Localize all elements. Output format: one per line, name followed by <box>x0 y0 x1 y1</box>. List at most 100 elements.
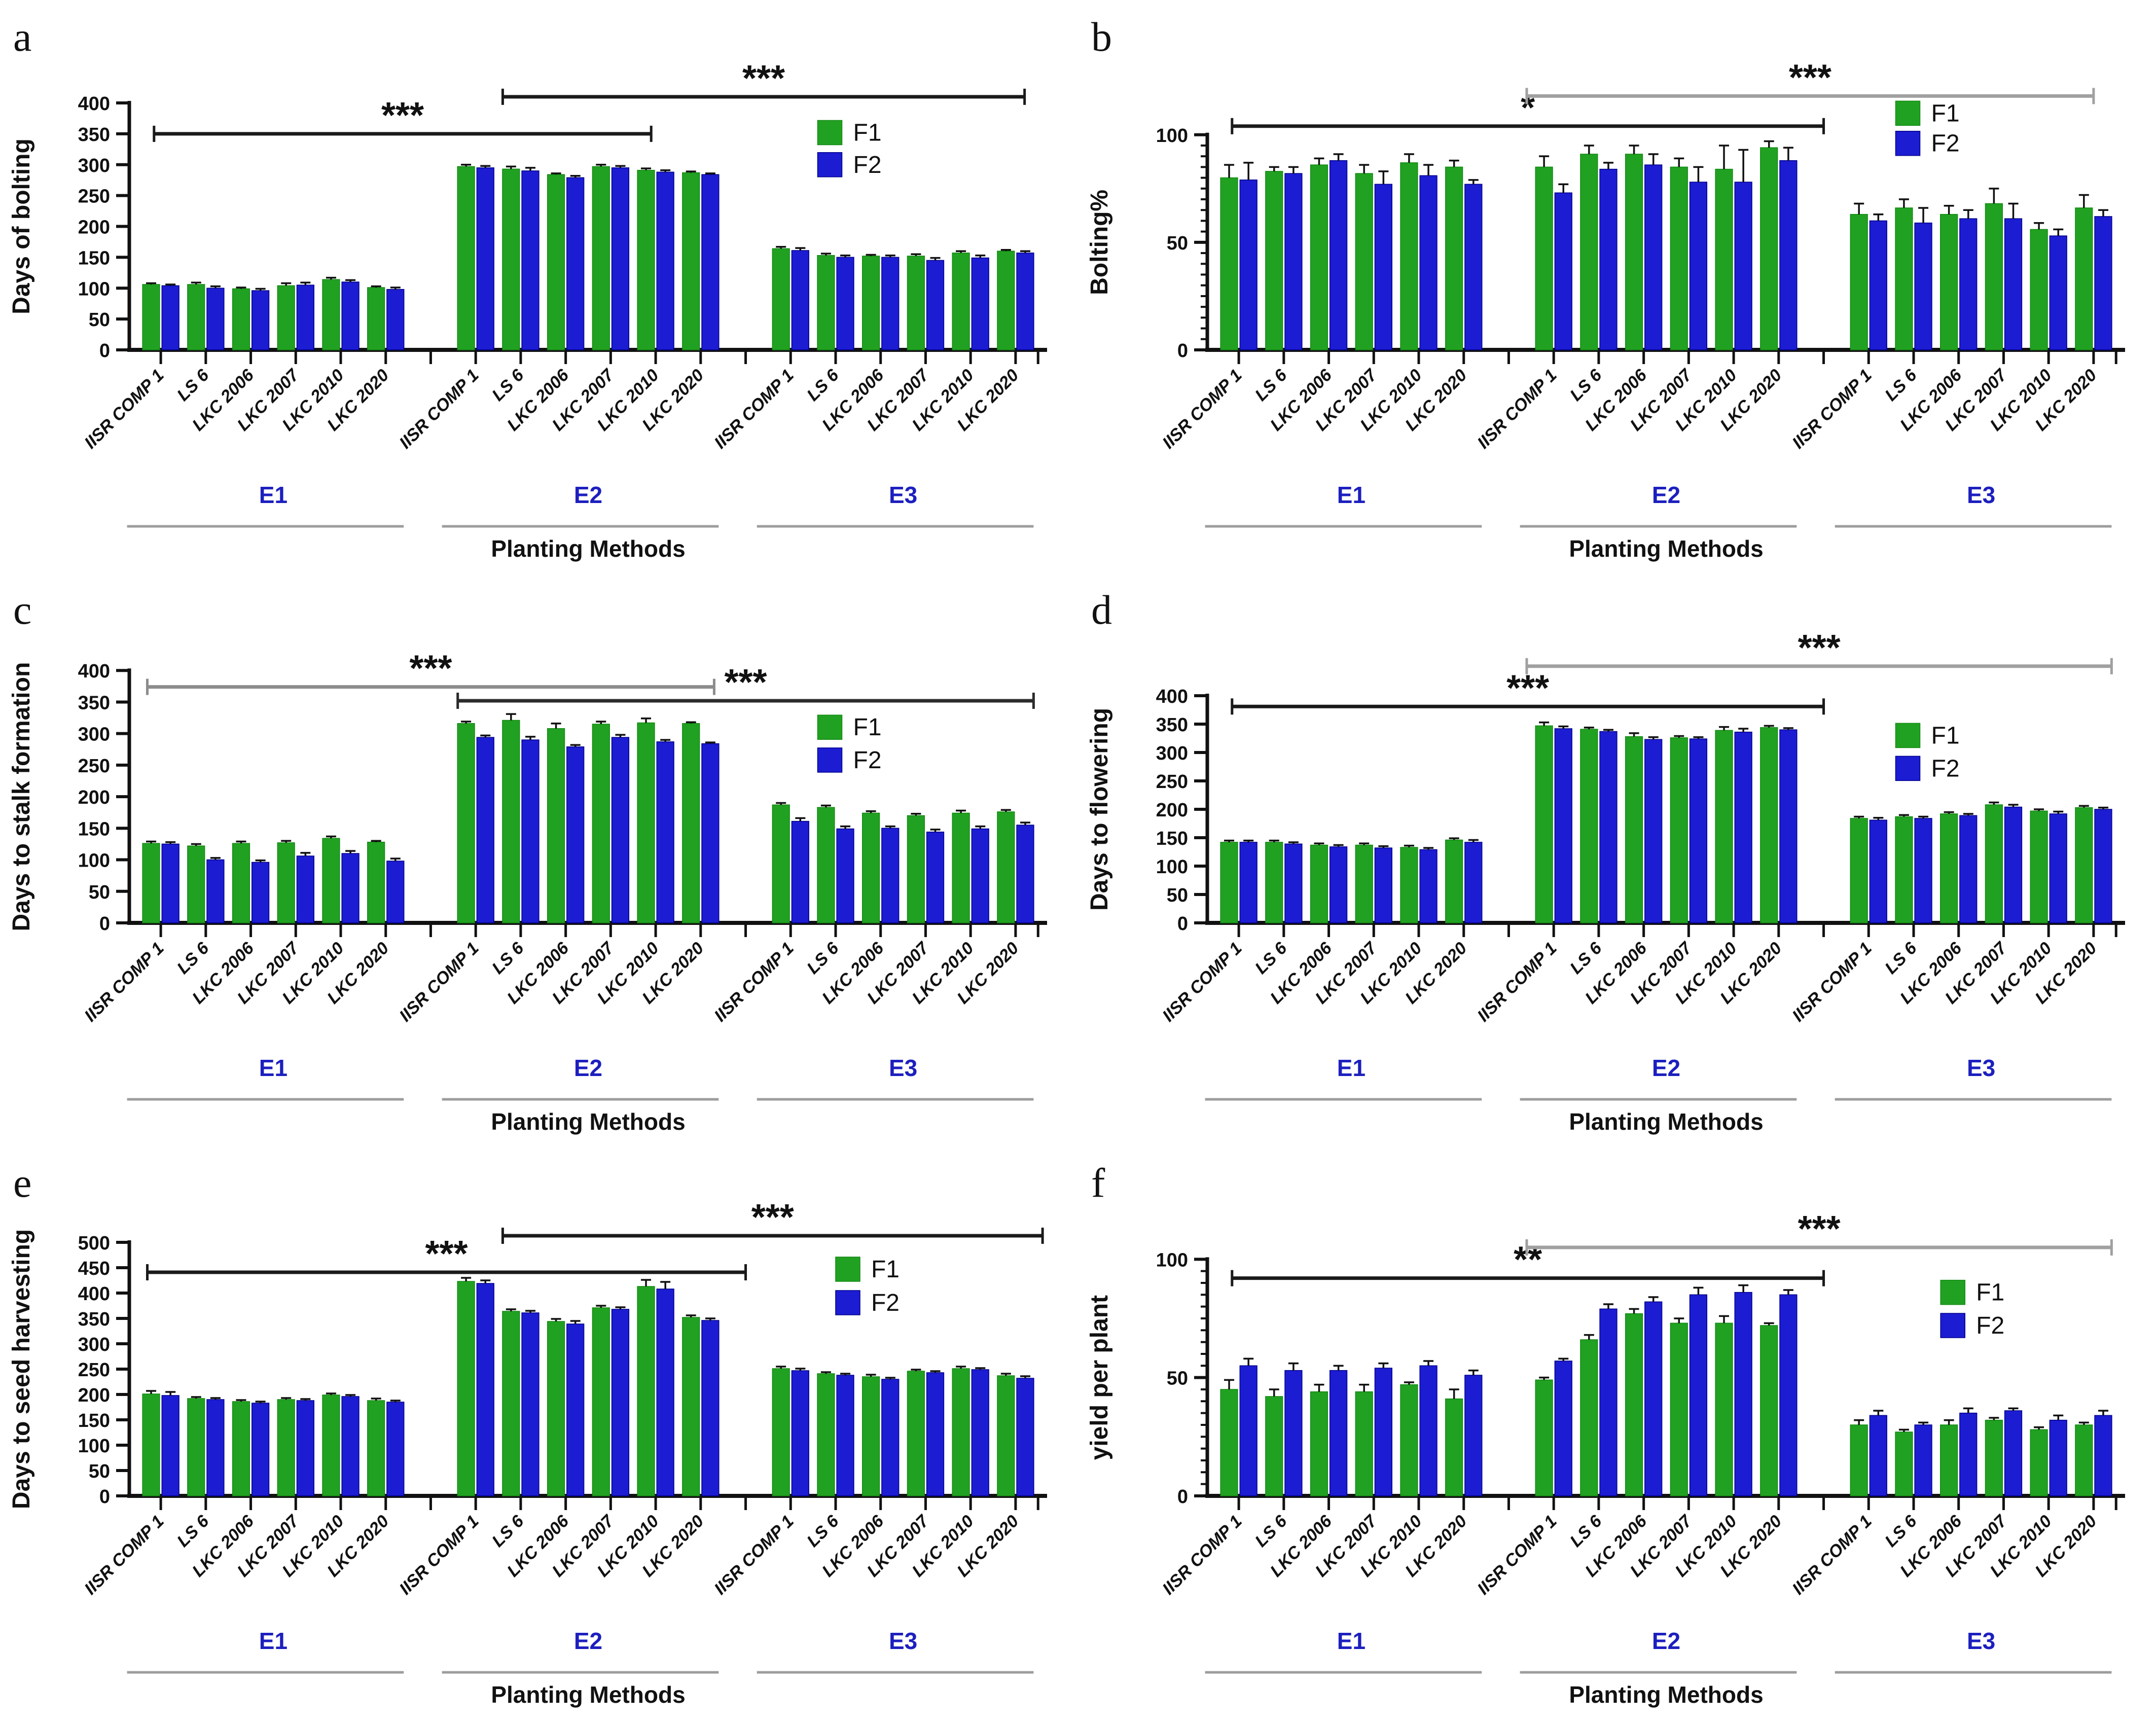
bar-f1 <box>142 284 160 350</box>
bar-f1 <box>187 1398 205 1496</box>
bar-f1 <box>277 285 295 350</box>
bar-f2 <box>1959 815 1978 923</box>
group-label: E1 <box>1337 1055 1366 1081</box>
y-tick-label: 250 <box>1156 771 1188 793</box>
bar-f1 <box>1715 168 1733 350</box>
category-label: LS 6 <box>488 365 528 405</box>
bar-f1 <box>997 811 1015 923</box>
bar-f2 <box>656 741 674 923</box>
category-label: LS 6 <box>803 938 843 978</box>
legend-label-f2: F2 <box>853 747 882 774</box>
legend-swatch-f2 <box>1895 130 1921 156</box>
category-label: LS 6 <box>173 938 213 978</box>
significance-stars: *** <box>1506 668 1549 708</box>
y-tick-label: 0 <box>1177 913 1188 935</box>
bar-f1 <box>862 812 880 923</box>
bar-f1 <box>367 1400 385 1496</box>
bar-f1 <box>1850 818 1868 923</box>
bar-f1 <box>1940 213 1958 350</box>
legend-swatch-f1 <box>835 1257 860 1282</box>
bar-f1 <box>1625 1313 1643 1496</box>
bar-f1 <box>952 812 970 923</box>
bar-f1 <box>907 256 925 350</box>
bar-f1 <box>142 1393 160 1496</box>
bar-f1 <box>2075 1424 2093 1496</box>
significance-stars: *** <box>1798 1209 1841 1249</box>
bar-f2 <box>1959 1412 1978 1496</box>
bar-f2 <box>1239 842 1257 923</box>
group-label: E3 <box>889 1628 917 1654</box>
y-tick-label: 400 <box>78 661 110 682</box>
bar-f2 <box>1689 182 1708 350</box>
bar-f2 <box>701 174 720 350</box>
bar-f2 <box>1329 1370 1348 1496</box>
legend-label-f1: F1 <box>1931 100 1960 127</box>
bar-f1 <box>592 1307 610 1496</box>
bar-f2 <box>386 289 405 350</box>
y-tick-label: 100 <box>1156 1249 1188 1271</box>
bar-f1 <box>907 815 925 923</box>
bar-f2 <box>1644 1301 1663 1496</box>
bar-f2 <box>1779 160 1798 350</box>
bar-f1 <box>1715 730 1733 923</box>
bar-f1 <box>997 1375 1015 1496</box>
category-label: LS 6 <box>173 1511 213 1551</box>
bar-f1 <box>1355 173 1373 350</box>
y-tick-label: 250 <box>78 756 110 777</box>
bar-f1 <box>2030 229 2048 350</box>
y-tick-label: 100 <box>78 278 110 300</box>
bar-f2 <box>206 288 225 350</box>
bar-f2 <box>881 828 900 923</box>
legend-swatch-f2 <box>1940 1313 1965 1338</box>
bar-f2 <box>926 1372 945 1496</box>
y-tick-label: 400 <box>78 93 110 115</box>
category-label: LS 6 <box>1881 1511 1921 1551</box>
category-label: LS 6 <box>1566 365 1606 405</box>
legend-swatch-f1 <box>817 120 843 146</box>
bar-f1 <box>502 720 520 923</box>
bar-f1 <box>457 723 475 923</box>
legend-swatch-f2 <box>817 152 843 177</box>
bar-f1 <box>1895 816 1913 923</box>
y-tick-label: 250 <box>78 1359 110 1381</box>
bar-f1 <box>187 284 205 350</box>
bar-f1 <box>322 279 340 350</box>
bar-f2 <box>881 257 900 350</box>
bar-f2 <box>611 1309 630 1496</box>
legend-swatch-f2 <box>1895 756 1921 781</box>
bar-f1 <box>1580 1339 1598 1496</box>
bar-f1 <box>682 1317 700 1496</box>
bar-f1 <box>637 1286 655 1496</box>
bar-f1 <box>817 255 835 350</box>
bar-f1 <box>502 168 520 350</box>
group-label: E1 <box>259 482 288 508</box>
bar-f1 <box>1310 164 1328 350</box>
bar-f2 <box>971 828 989 923</box>
bar-f2 <box>836 257 854 350</box>
bar-f2 <box>566 746 585 923</box>
group-label: E2 <box>1652 482 1680 508</box>
bar-f1 <box>1265 1396 1283 1496</box>
bar-f2 <box>1374 1368 1392 1496</box>
y-tick-label: 200 <box>78 217 110 238</box>
category-label: LS 6 <box>1251 938 1291 978</box>
bar-f1 <box>592 166 610 350</box>
category-label: IISR COMP 1 <box>1788 366 1876 453</box>
bar-f2 <box>1554 1360 1572 1496</box>
legend-swatch-f2 <box>835 1290 860 1315</box>
category-label: IISR COMP 1 <box>1788 1512 1876 1599</box>
bar-f1 <box>1985 1419 2003 1496</box>
bar-f2 <box>1779 729 1798 923</box>
bar-f1 <box>1535 1379 1553 1496</box>
bar-f1 <box>952 253 970 350</box>
y-tick-label: 50 <box>89 309 110 331</box>
bar-f2 <box>1689 738 1708 923</box>
bar-f2 <box>1554 728 1572 923</box>
y-tick-label: 300 <box>78 155 110 176</box>
panel-letter: c <box>13 587 31 633</box>
bar-f2 <box>566 1323 585 1496</box>
bar-f1 <box>1850 213 1868 350</box>
bar-f2 <box>1869 1415 1887 1496</box>
bar-f1 <box>817 1373 835 1496</box>
y-tick-label: 0 <box>99 1486 110 1508</box>
